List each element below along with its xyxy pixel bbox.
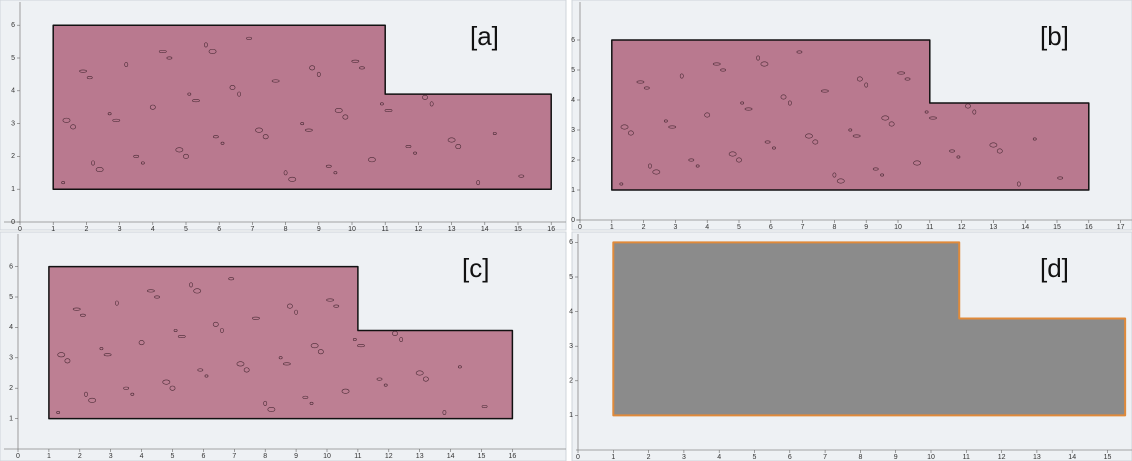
x-tick-label: 4: [705, 224, 709, 231]
figure: 0123456789101112131415160123456[a]012345…: [0, 0, 1132, 461]
x-tick-label: 0: [576, 454, 580, 461]
x-tick-label: 14: [1021, 224, 1029, 231]
x-tick-label: 4: [140, 453, 144, 460]
x-tick-label: 7: [232, 453, 236, 460]
x-tick-label: 8: [832, 224, 836, 231]
x-tick-label: 10: [323, 453, 331, 460]
x-tick-label: 15: [1053, 224, 1061, 231]
x-tick-label: 0: [578, 224, 582, 231]
panel-label: [a]: [470, 21, 499, 51]
x-tick-label: 6: [769, 224, 773, 231]
x-tick-label: 14: [447, 453, 455, 460]
y-tick-label: 3: [11, 120, 15, 127]
panel: 012345678910111213141516170123456[b]: [571, 0, 1132, 231]
y-tick-label: 5: [11, 55, 15, 62]
y-tick-label: 4: [11, 88, 15, 95]
x-tick-label: 2: [642, 224, 646, 231]
x-tick-label: 10: [894, 224, 902, 231]
x-tick-label: 11: [926, 224, 933, 231]
x-tick-label: 10: [927, 454, 935, 461]
x-tick-label: 3: [682, 454, 686, 461]
x-tick-label: 13: [1033, 454, 1041, 461]
x-tick-label: 2: [647, 454, 651, 461]
x-tick-label: 8: [858, 454, 862, 461]
x-tick-label: 7: [801, 224, 805, 231]
x-tick-label: 9: [294, 453, 298, 460]
x-tick-label: 0: [16, 453, 20, 460]
y-tick-label: 1: [9, 415, 13, 422]
y-tick-label: 6: [569, 239, 573, 246]
y-tick-label: 2: [571, 157, 575, 164]
x-tick-label: 6: [201, 453, 205, 460]
y-tick-label: 2: [11, 153, 15, 160]
y-tick-label: 4: [569, 308, 573, 315]
y-tick-label: 3: [569, 343, 573, 350]
y-tick-label: 2: [9, 385, 13, 392]
y-tick-label: 4: [9, 324, 13, 331]
x-tick-label: 16: [509, 453, 517, 460]
x-tick-label: 6: [788, 454, 792, 461]
x-tick-label: 2: [78, 453, 82, 460]
y-tick-label: 1: [571, 187, 575, 194]
x-tick-label: 3: [109, 453, 113, 460]
panel-label: [d]: [1040, 253, 1069, 283]
x-tick-label: 5: [171, 453, 175, 460]
x-tick-label: 12: [998, 454, 1006, 461]
y-tick-label: 1: [11, 186, 15, 193]
y-tick-label: 0: [11, 219, 15, 226]
x-tick-label: 13: [416, 453, 424, 460]
y-tick-label: 3: [571, 127, 575, 134]
x-tick-label: 1: [611, 454, 615, 461]
x-tick-label: 9: [894, 454, 898, 461]
x-tick-label: 5: [753, 454, 757, 461]
x-tick-label: 7: [823, 454, 827, 461]
x-tick-label: 3: [673, 224, 677, 231]
x-tick-label: 17: [1117, 224, 1125, 231]
x-tick-label: 12: [385, 453, 393, 460]
x-tick-label: 14: [1068, 454, 1076, 461]
x-tick-label: 1: [610, 224, 614, 231]
x-tick-label: 11: [354, 453, 361, 460]
y-tick-label: 2: [569, 378, 573, 385]
panel-label: [b]: [1040, 21, 1069, 51]
y-tick-label: 5: [569, 274, 573, 281]
x-tick-label: 5: [737, 224, 741, 231]
y-tick-label: 6: [11, 22, 15, 29]
y-tick-label: 6: [9, 263, 13, 270]
panel-label: [c]: [462, 253, 489, 283]
x-tick-label: 13: [990, 224, 998, 231]
y-tick-label: 3: [9, 355, 13, 362]
y-tick-label: 6: [571, 37, 575, 44]
y-tick-label: 5: [571, 67, 575, 74]
y-tick-label: 4: [571, 97, 575, 104]
x-tick-label: 8: [263, 453, 267, 460]
x-tick-label: 11: [963, 454, 970, 461]
x-tick-label: 15: [478, 453, 486, 460]
panel: 0123456789101112131415123456[d]: [569, 232, 1132, 461]
x-tick-label: 12: [958, 224, 966, 231]
x-tick-label: 1: [47, 453, 51, 460]
x-tick-label: 4: [717, 454, 721, 461]
y-tick-label: 5: [9, 294, 13, 301]
y-tick-label: 1: [569, 412, 573, 419]
x-tick-label: 15: [1104, 454, 1112, 461]
y-tick-label: 0: [571, 217, 575, 224]
panel: 012345678910111213141516123456[c]: [0, 232, 566, 461]
x-tick-label: 16: [1085, 224, 1093, 231]
x-tick-label: 9: [864, 224, 868, 231]
